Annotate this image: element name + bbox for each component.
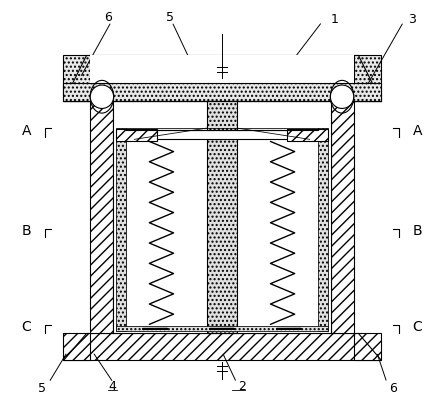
Circle shape	[90, 85, 114, 109]
Text: C: C	[22, 320, 32, 334]
Text: A: A	[22, 124, 32, 138]
Bar	[63, 55, 381, 101]
Text: 6: 6	[104, 11, 112, 24]
Text: 3: 3	[408, 13, 416, 26]
Text: 5: 5	[39, 382, 47, 395]
Bar	[287, 129, 329, 141]
Text: C: C	[412, 320, 422, 334]
Bar	[318, 128, 329, 331]
Text: 2: 2	[238, 380, 246, 393]
Polygon shape	[63, 55, 91, 101]
Bar	[115, 129, 157, 141]
Text: 5: 5	[166, 11, 174, 24]
Bar	[91, 101, 113, 333]
Bar	[63, 83, 381, 101]
Bar	[115, 128, 126, 331]
Bar	[207, 101, 237, 333]
Circle shape	[91, 86, 112, 107]
Text: B: B	[412, 224, 422, 238]
Polygon shape	[63, 333, 91, 360]
Circle shape	[332, 86, 353, 107]
Text: 4: 4	[109, 380, 116, 393]
Bar	[91, 55, 353, 101]
Bar	[331, 101, 353, 333]
Bar	[126, 130, 318, 140]
Circle shape	[330, 85, 354, 109]
Bar	[115, 326, 329, 331]
Bar	[63, 333, 381, 360]
Bar	[113, 101, 331, 333]
Polygon shape	[353, 333, 381, 360]
Text: A: A	[412, 124, 422, 138]
Text: 6: 6	[389, 382, 397, 395]
Polygon shape	[353, 55, 381, 101]
Text: B: B	[22, 224, 32, 238]
Text: 1: 1	[331, 13, 338, 26]
